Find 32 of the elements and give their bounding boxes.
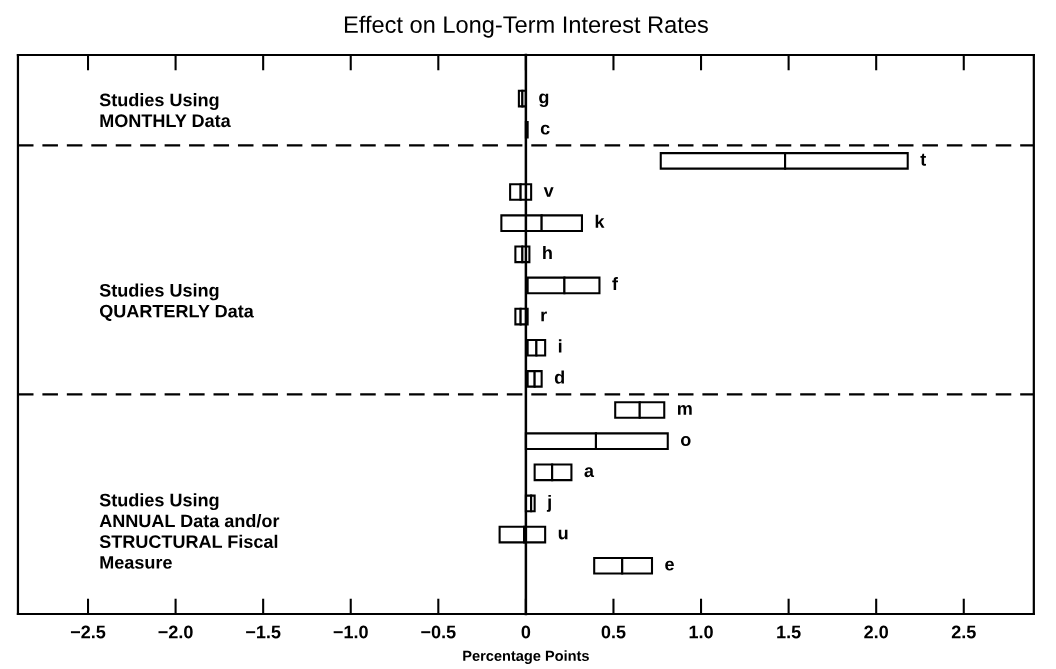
- x-tick-label: −1.0: [333, 625, 368, 639]
- y-tick-label: j: [546, 495, 551, 512]
- y-tick-label: a: [584, 467, 595, 478]
- y-tick-label: r: [541, 311, 547, 322]
- x-tick-label: 1.5: [777, 625, 801, 639]
- x-tick-label: −2.5: [70, 625, 106, 639]
- x-tick-label: −1.5: [246, 625, 281, 639]
- y-tick-label: u: [558, 529, 568, 540]
- x-tick-label: 0: [521, 625, 531, 639]
- y-tick-label: m: [677, 404, 692, 415]
- y-tick-label: o: [680, 436, 691, 447]
- y-tick-label: h: [543, 245, 552, 259]
- x-tick-label: −2.0: [158, 625, 193, 639]
- y-tick-label: v: [543, 187, 554, 197]
- y-tick-label: t: [920, 153, 927, 166]
- annotation: Studies Using MONTHLY Data: [99, 93, 231, 128]
- x-tick-label: 1.0: [689, 625, 713, 639]
- x-axis-title: Percentage Points: [463, 650, 589, 664]
- y-tick-label: f: [612, 277, 618, 291]
- annotation: Studies Using QUARTERLY Data: [99, 283, 254, 321]
- y-tick-label: c: [540, 124, 550, 135]
- annotation: Studies Using ANNUAL Data and/or STRUCTURAL Fiscal Measure: [99, 493, 280, 569]
- x-tick-label: 0.5: [601, 625, 626, 639]
- y-tick-label: d: [554, 370, 564, 384]
- chart-title: Effect on Long-Term Interest Rates: [344, 15, 708, 38]
- y-tick-label: k: [595, 214, 605, 228]
- y-tick-label: i: [558, 339, 562, 353]
- y-tick-label: g: [539, 93, 549, 108]
- y-tick-label: e: [665, 560, 674, 571]
- x-tick-label: 2.0: [864, 625, 888, 639]
- x-tick-label: 2.5: [951, 625, 976, 639]
- x-tick-label: −0.5: [421, 625, 456, 639]
